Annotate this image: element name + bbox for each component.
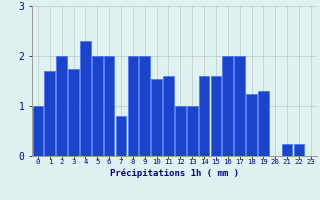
Bar [246, 94, 257, 156]
Bar [92, 56, 103, 156]
Bar [33, 106, 43, 156]
Bar [68, 68, 79, 156]
Bar [187, 106, 197, 156]
Bar [116, 116, 126, 156]
Bar [104, 56, 115, 156]
Bar [234, 56, 245, 156]
Bar [199, 76, 209, 156]
Bar [56, 56, 67, 156]
Bar [222, 56, 233, 156]
Bar [151, 78, 162, 156]
Bar [80, 41, 91, 156]
X-axis label: Précipitations 1h ( mm ): Précipitations 1h ( mm ) [110, 168, 239, 178]
Bar [44, 71, 55, 156]
Bar [128, 56, 138, 156]
Bar [175, 106, 186, 156]
Bar [211, 76, 221, 156]
Bar [140, 56, 150, 156]
Bar [294, 144, 304, 156]
Bar [258, 91, 269, 156]
Bar [163, 76, 174, 156]
Bar [282, 144, 292, 156]
